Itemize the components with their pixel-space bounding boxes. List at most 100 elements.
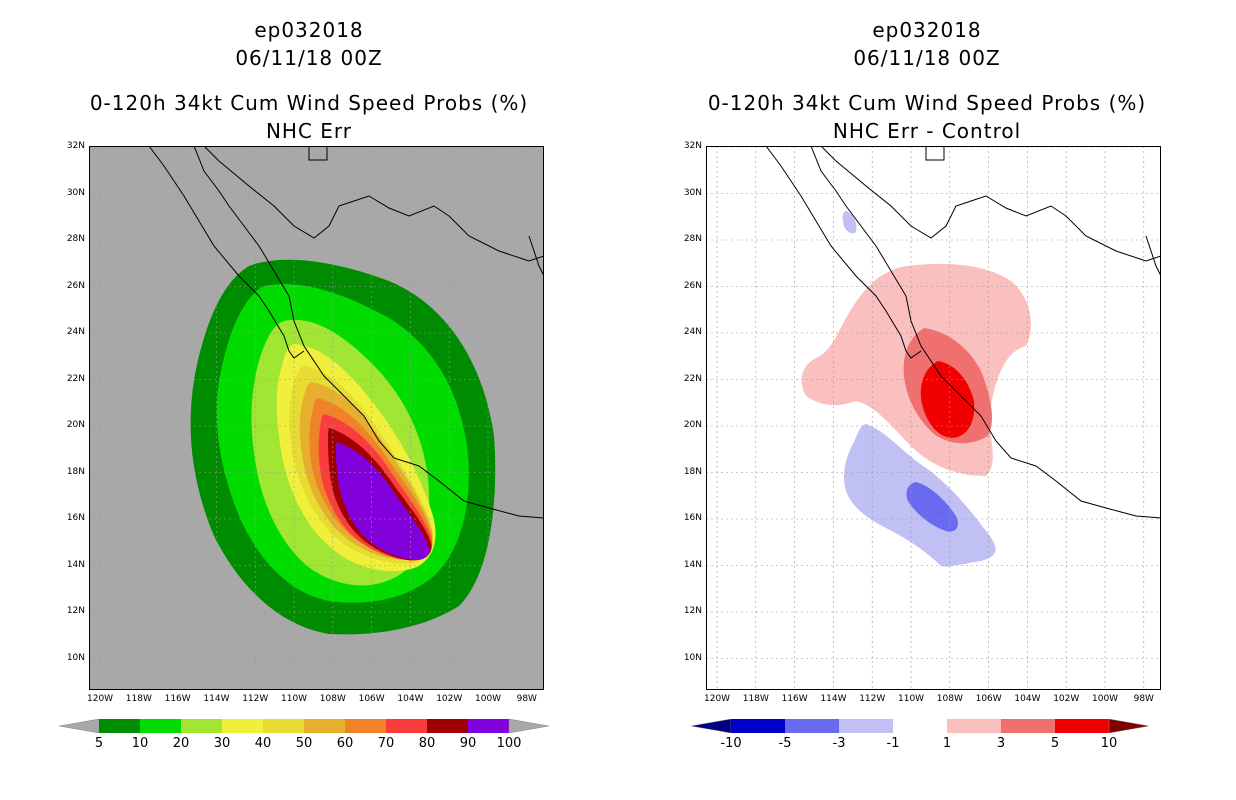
colorbar-swatch (263, 719, 304, 733)
colorbar-right-arrow (1108, 718, 1150, 734)
colorbar-label: 100 (497, 736, 522, 751)
colorbar-swatch (181, 719, 222, 733)
colorbar-label: 60 (337, 736, 354, 751)
colorbar-label: 10 (132, 736, 149, 751)
colorbar-label: 3 (997, 736, 1005, 751)
colorbar-right-arrow (508, 718, 550, 734)
lat-tick-label: 20N (683, 420, 702, 430)
lon-tick-label: 98W (516, 694, 537, 704)
lat-tick-label: 32N (66, 141, 85, 151)
lat-tick-label: 12N (66, 606, 85, 616)
colorbar-swatch (427, 719, 468, 733)
colorbar-swatch (1001, 719, 1055, 733)
right-graticule (706, 146, 1161, 690)
lon-tick-label: 104W (397, 694, 424, 704)
colorbar-label: 50 (296, 736, 313, 751)
colorbar-swatch (468, 719, 509, 733)
left-product-title: 0-120h 34kt Cum Wind Speed Probs (%) (89, 91, 529, 115)
lat-tick-label: 10N (683, 652, 702, 663)
colorbar-left-arrow (690, 718, 732, 734)
colorbar-label: 90 (460, 736, 477, 751)
right-product-title: 0-120h 34kt Cum Wind Speed Probs (%) (707, 91, 1147, 115)
lon-tick-label: 116W (781, 694, 808, 704)
colorbar-label: 80 (419, 736, 436, 751)
lat-tick-label: 32N (683, 141, 702, 151)
lat-tick-label: 30N (683, 187, 702, 198)
contour-pos-5 (920, 361, 975, 438)
lon-tick-label: 120W (704, 694, 731, 704)
lon-tick-label: 108W (319, 694, 346, 704)
colorbar-label: 20 (173, 736, 190, 751)
colorbar-label: -5 (779, 736, 792, 751)
lon-tick-label: 104W (1014, 694, 1041, 704)
colorbar-label: -1 (887, 736, 900, 751)
lat-tick-label: 22N (66, 373, 85, 384)
colorbar-swatch (785, 719, 839, 733)
colorbar-label: 70 (378, 736, 395, 751)
lat-tick-label: 26N (683, 280, 702, 291)
map-frame (89, 146, 544, 690)
colorbar-swatch (731, 719, 785, 733)
lon-tick-label: 100W (1092, 694, 1119, 704)
lat-tick-label: 20N (66, 420, 85, 430)
lon-tick-label: 106W (358, 694, 385, 704)
lon-tick-label: 118W (125, 694, 152, 704)
lat-tick-label: 16N (683, 513, 702, 523)
colorbar-swatch (345, 719, 386, 733)
lat-tick-label: 28N (683, 234, 702, 244)
lat-tick-label: 18N (683, 466, 702, 477)
lat-tick-label: 18N (66, 466, 85, 477)
contour-90 (336, 442, 430, 560)
lat-tick-label: 14N (66, 559, 85, 570)
lon-tick-label: 108W (936, 694, 963, 704)
lon-tick-label: 112W (242, 694, 269, 704)
colorbar-swatch (947, 719, 1001, 733)
lat-tick-label: 10N (66, 652, 85, 663)
right-datetime: 06/11/18 00Z (853, 46, 1001, 70)
colorbar-label: 40 (255, 736, 272, 751)
colorbar-label: 5 (1051, 736, 1059, 751)
right-difference-contours (801, 211, 1031, 567)
colorbar-label: 30 (214, 736, 231, 751)
left-datetime: 06/11/18 00Z (235, 46, 383, 70)
lon-tick-label: 118W (742, 694, 769, 704)
right-coastline (765, 146, 1161, 519)
lon-tick-label: 110W (898, 694, 925, 704)
colorbar-label: -3 (833, 736, 846, 751)
lon-tick-label: 114W (203, 694, 230, 704)
contour-neg-1-north (842, 211, 857, 234)
map-frame (706, 146, 1161, 690)
left-colorbar: 5 10 20 30 40 50 60 70 80 90 100 (58, 718, 550, 751)
lon-tick-label: 106W (975, 694, 1002, 704)
colorbar-swatch (839, 719, 893, 733)
lon-tick-label: 114W (820, 694, 847, 704)
lon-tick-label: 102W (436, 694, 463, 704)
contour-neg-3 (906, 482, 958, 532)
right-storm-id: ep032018 (872, 18, 982, 42)
colorbar-swatch (222, 719, 263, 733)
lon-tick-label: 116W (164, 694, 191, 704)
colorbar-swatch (1055, 719, 1109, 733)
colorbar-left-arrow (58, 718, 100, 734)
lat-tick-label: 22N (683, 373, 702, 384)
lon-tick-label: 120W (87, 694, 114, 704)
colorbar-swatch (386, 719, 427, 733)
lat-tick-label: 12N (683, 606, 702, 616)
lon-tick-label: 110W (281, 694, 308, 704)
colorbar-swatch (304, 719, 345, 733)
lat-tick-label: 16N (66, 513, 85, 523)
lat-tick-label: 30N (66, 187, 85, 198)
lon-tick-label: 112W (859, 694, 886, 704)
colorbar-swatch (140, 719, 181, 733)
left-graticule (89, 146, 544, 690)
lon-tick-label: 102W (1053, 694, 1080, 704)
colorbar-label: 5 (95, 736, 103, 751)
lon-tick-label: 98W (1133, 694, 1154, 704)
right-colorbar: -10 -5 -3 -1 1 3 5 10 (690, 718, 1150, 751)
colorbar-label: -10 (720, 736, 741, 751)
lat-tick-label: 14N (683, 559, 702, 570)
left-storm-id: ep032018 (254, 18, 364, 42)
left-probability-map (89, 146, 544, 690)
left-coastline (148, 146, 544, 519)
right-subtitle: NHC Err - Control (832, 119, 1022, 143)
